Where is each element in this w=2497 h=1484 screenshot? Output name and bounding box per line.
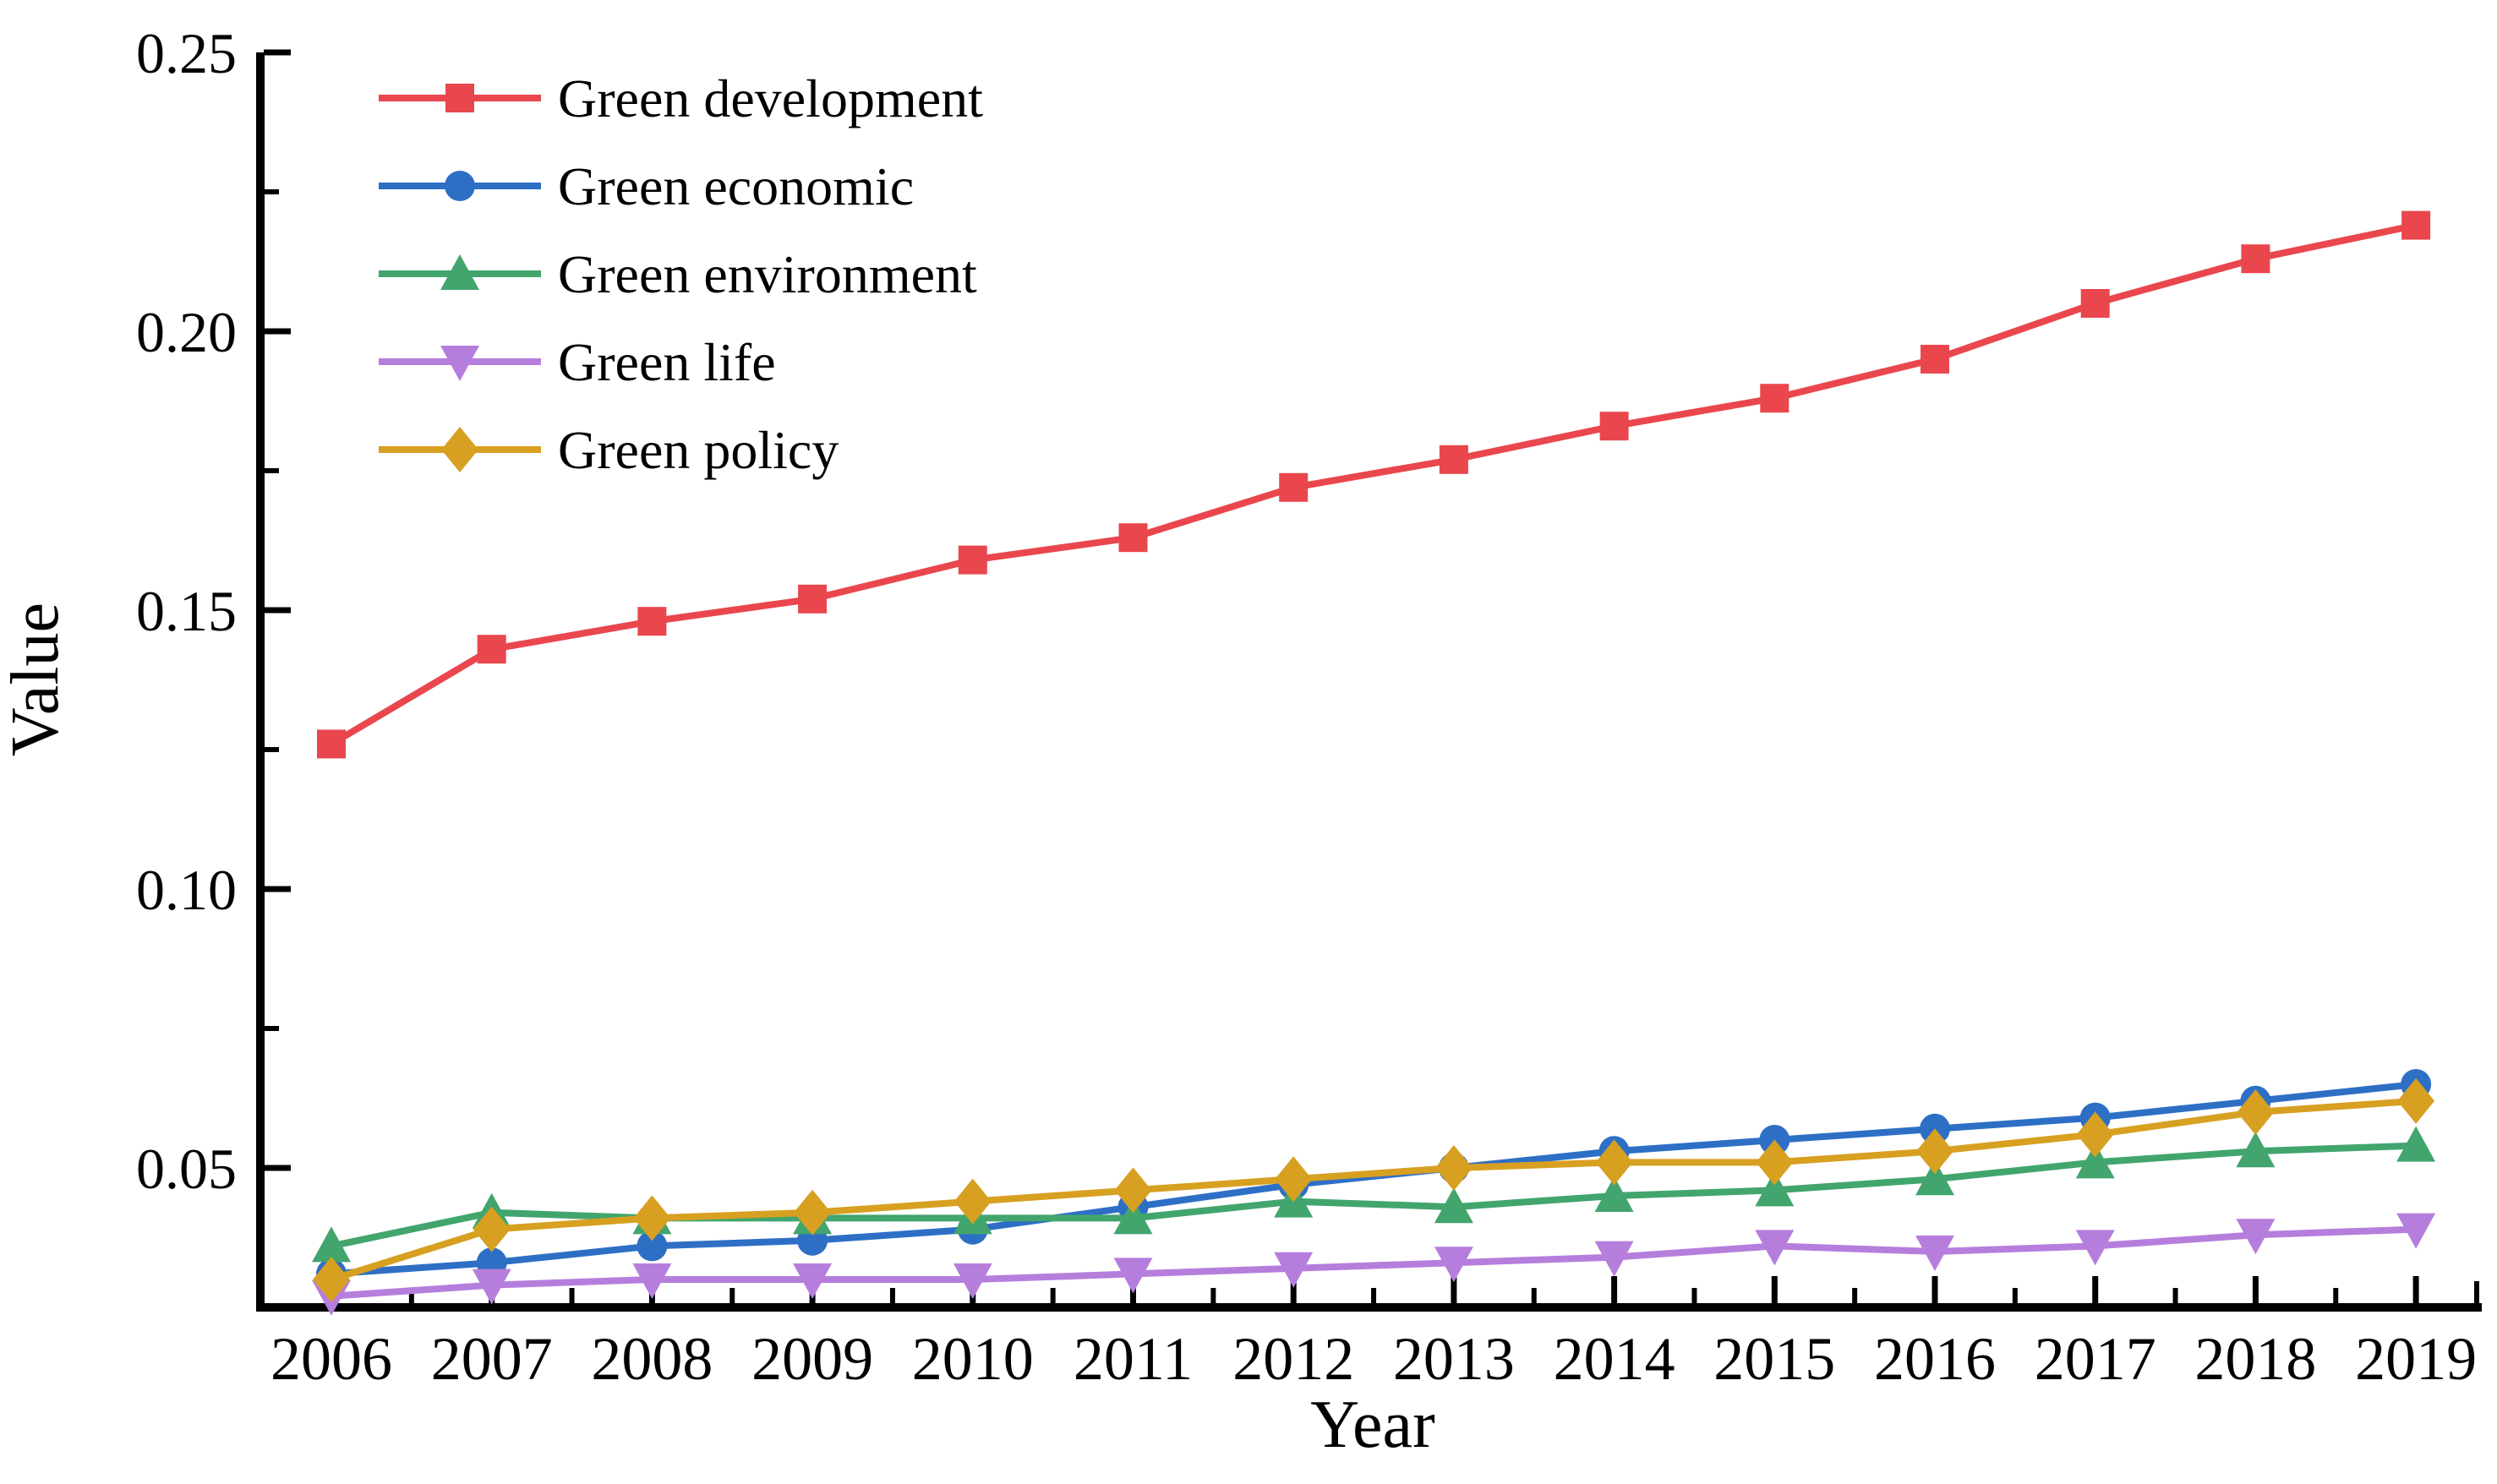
triangle-down-marker [953,1263,992,1299]
triangle-down-marker [440,346,479,381]
diamond-marker [953,1178,992,1225]
legend-item-green-life: Green life [379,332,776,392]
x-tick-label: 2008 [591,1325,713,1393]
data-series [312,210,2436,1316]
y-tick-label: 0.25 [136,21,237,85]
triangle-down-marker [472,1268,511,1305]
x-tick-label: 2017 [2035,1325,2156,1393]
triangle-up-marker [2396,1126,2436,1162]
triangle-up-marker [1755,1170,1795,1207]
triangle-down-marker [1594,1241,1634,1277]
x-tick-label: 2011 [1074,1325,1193,1393]
square-marker [1921,345,1949,374]
triangle-down-marker [2236,1219,2276,1255]
triangle-up-marker [1594,1176,1634,1212]
triangle-down-marker [2396,1213,2436,1249]
x-tick-label: 2016 [1874,1325,1996,1393]
y-tick-label: 0.15 [136,579,237,643]
x-tick-label: 2010 [912,1325,1034,1393]
diamond-marker [1114,1167,1152,1214]
diamond-marker [1275,1156,1313,1203]
square-marker [958,545,987,575]
triangle-down-marker [632,1263,672,1299]
circle-marker [637,1230,668,1262]
triangle-down-marker [2075,1230,2115,1266]
legend-item-green-economic: Green economic [379,156,914,216]
square-marker [317,729,346,759]
square-marker [1118,523,1148,553]
x-tick-label: 2007 [431,1325,553,1393]
series-line [328,1225,2420,1300]
series-green-development [317,210,2431,759]
y-tick-label: 0.05 [136,1137,237,1201]
square-marker [2241,244,2270,274]
y-axis-title: Value [0,603,73,756]
diamond-marker [2397,1078,2435,1124]
triangle-up-marker [440,254,479,290]
legend-label: Green life [558,332,776,392]
x-tick-label: 2018 [2194,1325,2316,1393]
diamond-marker [313,1257,350,1302]
diamond-marker [1595,1139,1633,1186]
diamond-marker [2076,1111,2114,1158]
square-marker [2080,289,2110,318]
triangle-up-marker [1915,1159,1954,1196]
square-marker [2401,210,2431,240]
x-axis-title: Year [1310,1388,1434,1462]
x-tick-label: 2014 [1554,1325,1675,1393]
y-tick-label: 0.10 [136,858,237,922]
series-line [328,1097,2420,1283]
diamond-marker [1434,1145,1473,1191]
square-marker [1599,412,1629,441]
y-tick-label: 0.20 [136,300,237,364]
diamond-marker [633,1195,671,1241]
legend-label: Green environment [558,244,977,304]
diamond-marker [1756,1139,1794,1186]
square-marker [1439,445,1468,474]
x-tick-label: 2012 [1232,1325,1354,1393]
triangle-down-marker [1113,1258,1153,1294]
x-tick-label: 2019 [2355,1325,2477,1393]
square-marker [477,635,506,664]
diamond-marker [2237,1089,2275,1135]
legend-item-green-environment: Green environment [379,244,977,304]
x-tick-label: 2015 [1713,1325,1835,1393]
x-tick-label: 2009 [751,1325,873,1393]
triangle-up-marker [2075,1143,2115,1179]
legend: Green development Green economic Green env… [379,68,983,480]
series-green-economic [316,1069,2432,1290]
triangle-down-marker [793,1263,833,1299]
legend-item-green-development: Green development [379,68,983,128]
legend-item-green-policy: Green policy [379,420,839,480]
circle-marker [445,171,475,201]
diamond-marker [1916,1128,1953,1175]
square-marker [637,607,667,636]
square-marker [445,84,474,112]
axes: 0.05 0.10 0.15 0.20 0.25 2006 2007 2008 2009 2010… [136,21,2482,1393]
triangle-up-marker [1434,1187,1473,1224]
triangle-down-marker [1755,1230,1795,1266]
triangle-up-marker [2236,1132,2276,1168]
legend-label: Green economic [558,156,914,216]
triangle-down-marker [1434,1247,1473,1283]
diamond-marker [441,427,478,472]
diamond-marker [473,1206,511,1252]
legend-label: Green policy [558,420,839,480]
series-green-policy [313,1078,2435,1302]
series-line [328,221,2420,748]
square-marker [798,584,828,614]
x-tick-label: 2013 [1393,1325,1515,1393]
triangle-up-marker [1113,1198,1153,1235]
square-marker [1279,472,1309,502]
triangle-down-marker [1274,1252,1314,1288]
diamond-marker [794,1189,832,1236]
triangle-down-marker [1915,1236,1954,1271]
triangle-up-marker [312,1226,351,1263]
square-marker [1760,384,1789,413]
legend-label: Green development [558,68,983,128]
x-tick-label: 2006 [270,1325,392,1393]
